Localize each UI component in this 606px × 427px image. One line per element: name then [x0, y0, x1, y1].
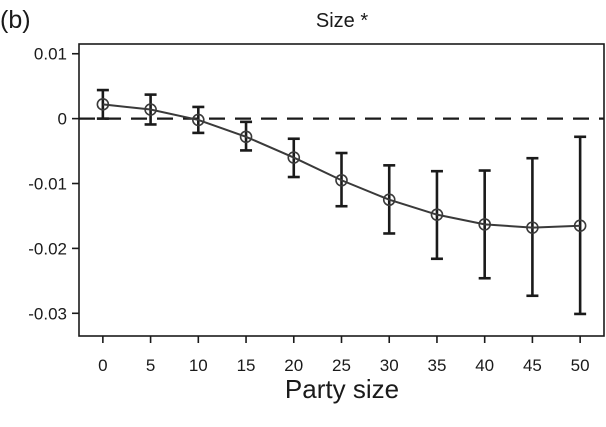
x-axis-label: Party size	[285, 374, 399, 404]
plot-area: 0.01 0 -0.01 -0.02 -0.03 0 5 10 15 20 25 30 35 40 45 50	[28, 43, 605, 375]
y-tick-label: -0.03	[28, 304, 67, 323]
data-point	[382, 193, 396, 207]
data-point	[144, 103, 157, 116]
chart-title: Size *	[316, 10, 368, 32]
x-tick-label: 5	[146, 356, 155, 375]
x-tick-label: 40	[475, 356, 494, 375]
x-tick-label: 45	[523, 356, 542, 375]
y-tick-label: 0	[58, 110, 67, 129]
x-tick-label: 20	[284, 356, 303, 375]
data-point	[287, 151, 301, 164]
data-point	[573, 219, 587, 232]
x-tick-label: 50	[571, 356, 590, 375]
x-tick-label: 15	[237, 356, 256, 375]
panel-label: (b)	[0, 6, 31, 34]
data-point	[96, 98, 110, 111]
series-line	[102, 103, 581, 229]
data-point	[192, 113, 205, 127]
data-point	[239, 130, 253, 144]
y-tick-label: -0.01	[28, 175, 67, 194]
x-tick-label: 10	[189, 356, 208, 375]
x-tick-label: 0	[98, 356, 107, 375]
x-tick-label: 25	[332, 356, 351, 375]
data-point	[526, 221, 539, 234]
data-point	[478, 218, 491, 231]
x-tick-label: 35	[427, 356, 446, 375]
y-tick-label: 0.01	[34, 45, 67, 64]
y-tick-label: -0.02	[28, 239, 67, 258]
x-tick-label: 30	[380, 356, 399, 375]
data-point	[335, 173, 348, 187]
data-point	[430, 208, 444, 221]
